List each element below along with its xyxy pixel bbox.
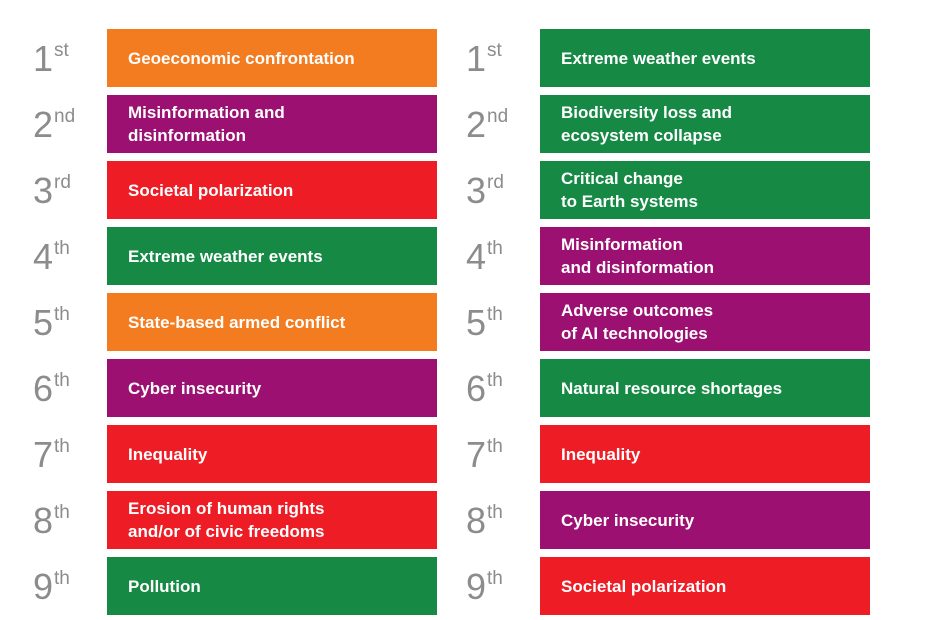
rank-suffix: rd xyxy=(487,172,504,193)
rank-label: 9th xyxy=(33,567,103,607)
risk-bar: Misinformation and disinformation xyxy=(540,227,870,285)
rank-number: 7 xyxy=(33,434,54,475)
rank-number: 2 xyxy=(33,104,54,145)
risk-bar: Adverse outcomes of AI technologies xyxy=(540,293,870,351)
risk-label: Societal polarization xyxy=(128,180,294,200)
rank-suffix: th xyxy=(487,304,503,325)
rank-label: 8th xyxy=(466,501,536,541)
rank-label: 3rd xyxy=(33,171,103,211)
risk-bar: Pollution xyxy=(107,557,437,615)
rank-label: 2nd xyxy=(466,105,536,145)
risk-bar: Inequality xyxy=(107,425,437,483)
risk-bar: Misinformation and disinformation xyxy=(107,95,437,153)
risk-bar: Extreme weather events xyxy=(107,227,437,285)
rank-label: 8th xyxy=(33,501,103,541)
rank-label: 9th xyxy=(466,567,536,607)
risk-label: Inequality xyxy=(561,444,641,464)
risk-label: Extreme weather events xyxy=(561,48,756,68)
rank-label: 6th xyxy=(466,369,536,409)
rank-label: 7th xyxy=(466,435,536,475)
rank-number: 9 xyxy=(466,566,487,607)
rank-suffix: th xyxy=(54,436,70,457)
rank-label: 3rd xyxy=(466,171,536,211)
rank-label: 6th xyxy=(33,369,103,409)
rank-number: 7 xyxy=(466,434,487,475)
rank-number: 1 xyxy=(466,38,487,79)
rank-number: 4 xyxy=(33,236,54,277)
rank-suffix: th xyxy=(487,238,503,259)
rank-label: 1st xyxy=(466,39,536,79)
rank-suffix: th xyxy=(54,304,70,325)
rank-suffix: th xyxy=(54,502,70,523)
rank-number: 5 xyxy=(33,302,54,343)
rank-number: 9 xyxy=(33,566,54,607)
risk-label: Societal polarization xyxy=(561,576,727,596)
rank-suffix: rd xyxy=(54,172,71,193)
risk-label: State-based armed conflict xyxy=(128,312,346,332)
rank-number: 6 xyxy=(33,368,54,409)
risk-bar: Societal polarization xyxy=(540,557,870,615)
risk-bar: Erosion of human rights and/or of civic … xyxy=(107,491,437,549)
rank-number: 6 xyxy=(466,368,487,409)
risk-label: Cyber insecurity xyxy=(561,510,695,530)
risk-label: Extreme weather events xyxy=(128,246,323,266)
risk-bar: Geoeconomic confrontation xyxy=(107,29,437,87)
rank-suffix: th xyxy=(54,370,70,391)
rank-number: 3 xyxy=(466,170,487,211)
risk-label: Erosion of human rights and/or of civic … xyxy=(128,499,325,541)
risk-label: Geoeconomic confrontation xyxy=(128,48,355,68)
risk-bar: Natural resource shortages xyxy=(540,359,870,417)
risk-bar: Biodiversity loss and ecosystem collapse xyxy=(540,95,870,153)
risk-label: Cyber insecurity xyxy=(128,378,262,398)
risk-label: Inequality xyxy=(128,444,208,464)
risk-label: Critical change to Earth systems xyxy=(561,169,698,211)
risk-label: Pollution xyxy=(128,576,201,596)
rank-number: 8 xyxy=(466,500,487,541)
rank-number: 2 xyxy=(466,104,487,145)
risk-bar: Inequality xyxy=(540,425,870,483)
rank-number: 5 xyxy=(466,302,487,343)
rank-suffix: th xyxy=(487,370,503,391)
risk-bar: Cyber insecurity xyxy=(540,491,870,549)
risk-bar: Societal polarization xyxy=(107,161,437,219)
risk-label: Misinformation and disinformation xyxy=(128,103,285,145)
rank-number: 1 xyxy=(33,38,54,79)
risk-bar: Cyber insecurity xyxy=(107,359,437,417)
rank-suffix: th xyxy=(54,568,70,589)
rank-number: 8 xyxy=(33,500,54,541)
rank-suffix: nd xyxy=(487,106,509,127)
rank-suffix: nd xyxy=(54,106,76,127)
rank-number: 3 xyxy=(33,170,54,211)
rank-suffix: st xyxy=(487,40,502,61)
rank-label: 5th xyxy=(466,303,536,343)
rank-label: 4th xyxy=(466,237,536,277)
risk-bar: Critical change to Earth systems xyxy=(540,161,870,219)
rank-number: 4 xyxy=(466,236,487,277)
rank-suffix: th xyxy=(487,568,503,589)
risk-label: Biodiversity loss and ecosystem collapse xyxy=(561,103,732,145)
risk-bar: Extreme weather events xyxy=(540,29,870,87)
risk-label: Natural resource shortages xyxy=(561,378,783,398)
rank-suffix: st xyxy=(54,40,69,61)
rank-label: 7th xyxy=(33,435,103,475)
rank-suffix: th xyxy=(487,502,503,523)
risk-label: Adverse outcomes of AI technologies xyxy=(561,301,714,343)
rank-label: 4th xyxy=(33,237,103,277)
risk-bar: State-based armed conflict xyxy=(107,293,437,351)
rank-label: 1st xyxy=(33,39,103,79)
risk-label: Misinformation and disinformation xyxy=(561,235,714,277)
rank-suffix: th xyxy=(54,238,70,259)
rank-label: 5th xyxy=(33,303,103,343)
rank-suffix: th xyxy=(487,436,503,457)
rank-label: 2nd xyxy=(33,105,103,145)
